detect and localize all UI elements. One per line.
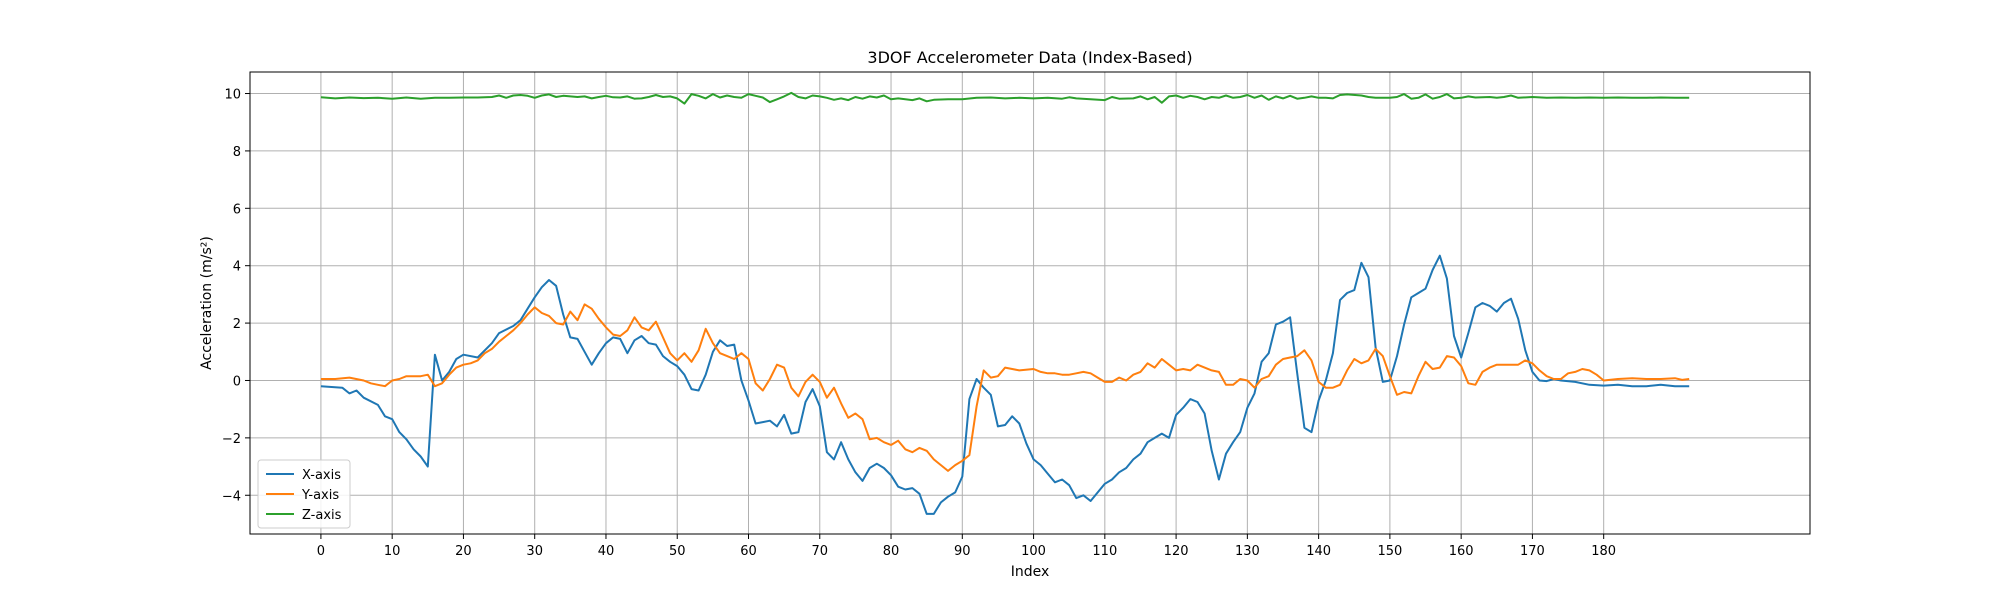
legend-box [257, 459, 351, 529]
x-tick-label: 10 [384, 544, 401, 559]
chart-title: 3DOF Accelerometer Data (Index-Based) [867, 48, 1192, 67]
grid [250, 72, 1810, 534]
y-axis-label: Acceleration (m/s²) [199, 236, 215, 370]
x-tick-label: 140 [1306, 544, 1331, 559]
x-axis-label: Index [1011, 564, 1050, 580]
legend-label: Y-axis [301, 488, 339, 503]
x-tick-label: 120 [1164, 544, 1189, 559]
legend-label: Z-axis [302, 508, 342, 523]
y-tick-label: 8 [233, 145, 241, 160]
x-tick-label: 170 [1520, 544, 1545, 559]
legend: X-axis Y-axis Z-axis [257, 459, 351, 529]
plot-frame [249, 71, 1811, 535]
x-tick-label: 60 [740, 544, 757, 559]
y-axis-ticks: −4 −2 0 2 4 6 8 10 [222, 88, 250, 504]
legend-label: X-axis [302, 468, 341, 483]
y-tick-label: −2 [222, 432, 241, 447]
x-tick-label: 70 [811, 544, 828, 559]
x-tick-label: 80 [883, 544, 900, 559]
x-tick-label: 150 [1377, 544, 1402, 559]
x-tick-label: 180 [1591, 544, 1616, 559]
y-tick-label: 2 [233, 317, 241, 332]
y-tick-label: 10 [224, 88, 241, 103]
series-lines [320, 91, 1690, 515]
y-tick-label: −4 [222, 489, 241, 504]
x-tick-label: 100 [1021, 544, 1046, 559]
x-tick-label: 50 [669, 544, 686, 559]
x-tick-label: 20 [455, 544, 472, 559]
x-tick-label: 0 [317, 544, 325, 559]
x-axis-ticks: 0 10 20 30 40 50 60 70 80 90 100 110 120 130 140 150 160… [317, 534, 1616, 559]
x-tick-label: 130 [1235, 544, 1260, 559]
x-tick-label: 30 [526, 544, 543, 559]
series-line-y-axis [320, 303, 1690, 472]
y-tick-label: 4 [233, 260, 241, 275]
x-tick-label: 40 [598, 544, 615, 559]
series-line-x-axis [320, 254, 1690, 515]
x-tick-label: 160 [1449, 544, 1474, 559]
series-line-z-axis [320, 91, 1690, 105]
y-tick-label: 6 [233, 202, 241, 217]
x-tick-label: 90 [954, 544, 971, 559]
y-tick-label: 0 [233, 374, 241, 389]
x-tick-label: 110 [1092, 544, 1117, 559]
